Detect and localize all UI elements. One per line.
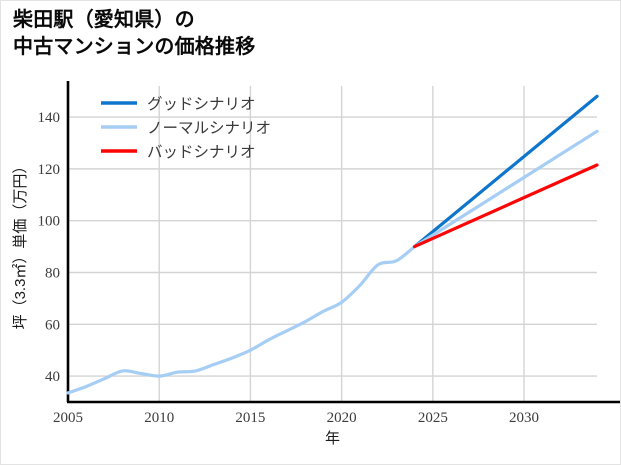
x-axis-label: 年 xyxy=(325,430,340,447)
x-tick-2015: 2015 xyxy=(235,410,265,426)
y-tick-120: 120 xyxy=(38,162,61,178)
series-line-bad xyxy=(412,163,599,249)
y-tick-60: 60 xyxy=(45,317,60,333)
y-tick-100: 100 xyxy=(38,214,61,230)
y-tick-80: 80 xyxy=(45,265,60,281)
x-tick-2030: 2030 xyxy=(509,410,539,426)
x-tick-2025: 2025 xyxy=(418,410,448,426)
y-axis-label: 坪（3.3㎡）単価（万円） xyxy=(12,159,29,330)
axis-spines xyxy=(66,81,620,404)
chart-title: 柴田駅（愛知県）の 中古マンションの価格推移 xyxy=(13,9,256,58)
x-axis-tick-labels: 2005 2010 2015 2020 2025 2030 xyxy=(53,410,539,426)
legend-label-good: グッドシナリオ xyxy=(147,95,256,113)
x-tick-2010: 2010 xyxy=(144,410,174,426)
series-line-good xyxy=(412,94,599,249)
legend-label-bad: バッドシナリオ xyxy=(147,144,256,161)
x-tick-2020: 2020 xyxy=(327,410,357,426)
legend-label-normal: ノーマルシナリオ xyxy=(147,120,271,137)
series-line-historical xyxy=(66,244,417,395)
chart-series-lines xyxy=(66,94,599,395)
x-tick-2005: 2005 xyxy=(53,410,83,426)
y-axis-tick-labels: 40 60 80 100 120 140 xyxy=(38,110,61,385)
y-tick-140: 140 xyxy=(38,110,61,126)
series-line-normal xyxy=(412,129,599,249)
y-tick-40: 40 xyxy=(45,369,60,385)
